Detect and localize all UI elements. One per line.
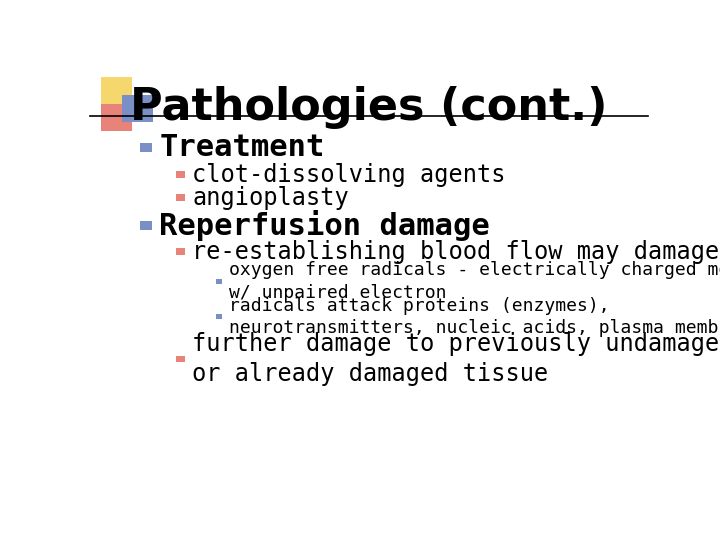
FancyBboxPatch shape [215,314,222,320]
FancyBboxPatch shape [176,194,186,201]
FancyBboxPatch shape [122,95,153,122]
Text: Treatment: Treatment [159,133,325,162]
FancyBboxPatch shape [215,279,222,284]
FancyBboxPatch shape [101,104,132,131]
FancyBboxPatch shape [176,171,186,178]
Text: oxygen free radicals - electrically charged molecules
w/ unpaired electron: oxygen free radicals - electrically char… [229,261,720,302]
FancyBboxPatch shape [140,221,153,230]
Text: Pathologies (cont.): Pathologies (cont.) [130,85,608,129]
FancyBboxPatch shape [176,248,186,255]
Text: re-establishing blood flow may damage tissue: re-establishing blood flow may damage ti… [192,240,720,264]
Text: clot-dissolving agents: clot-dissolving agents [192,163,505,187]
FancyBboxPatch shape [176,355,186,362]
Text: further damage to previously undamaged tissue
or already damaged tissue: further damage to previously undamaged t… [192,332,720,386]
Text: radicals attack proteins (enzymes),
neurotransmitters, nucleic acids, plasma mem: radicals attack proteins (enzymes), neur… [229,297,720,337]
Text: angioplasty: angioplasty [192,186,349,210]
FancyBboxPatch shape [101,77,132,104]
Text: Reperfusion damage: Reperfusion damage [159,210,490,241]
FancyBboxPatch shape [140,143,153,152]
